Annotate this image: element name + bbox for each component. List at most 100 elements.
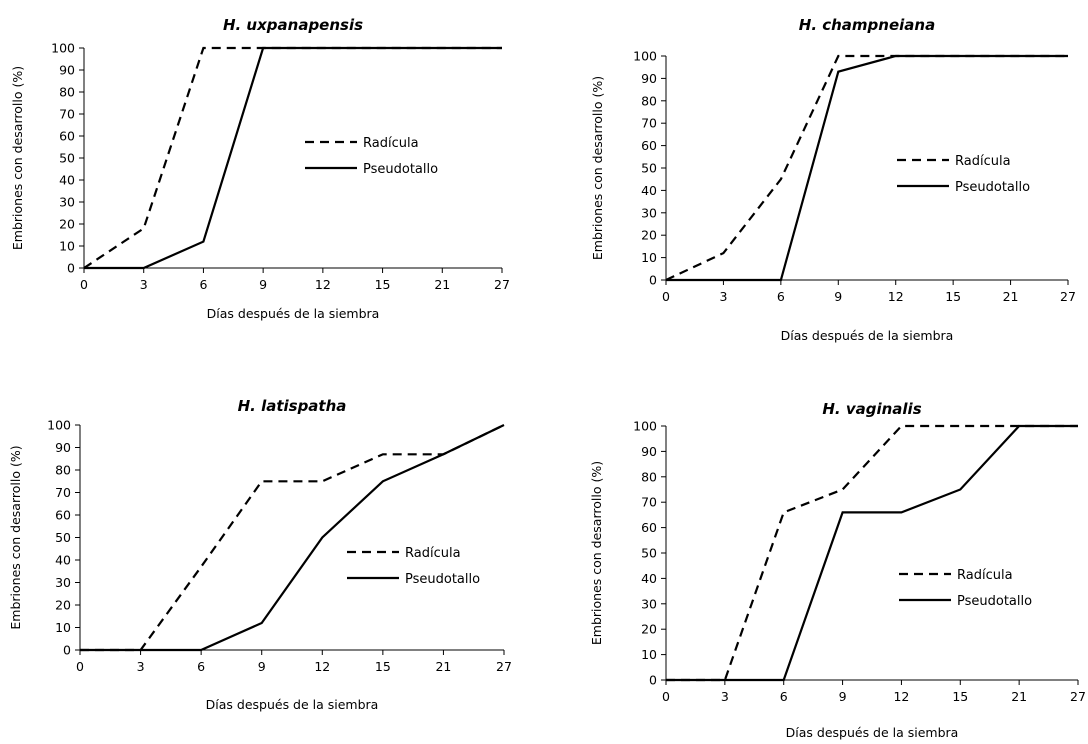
series-line-radicula	[83, 46, 502, 269]
y-tick-label: 20	[641, 228, 657, 243]
x-axis-label: Días después de la siembra	[206, 697, 379, 712]
legend-label: Radícula	[955, 154, 1011, 169]
y-tick-label: 60	[59, 129, 75, 144]
legend-label: Radícula	[957, 568, 1013, 583]
x-tick-label: 0	[662, 689, 670, 704]
y-tick-label: 0	[649, 273, 657, 288]
series-line-pseudotallo	[666, 54, 1068, 282]
y-tick-label: 60	[55, 508, 71, 523]
legend: Radícula Pseudotallo	[305, 136, 438, 177]
y-tick-label: 90	[59, 63, 75, 78]
y-tick-label: 80	[641, 469, 657, 484]
y-tick-label: 10	[641, 647, 657, 662]
y-tick-label: 90	[55, 440, 71, 455]
x-axis-label: Días después de la siembra	[786, 725, 959, 740]
series-line-pseudotallo	[666, 424, 1078, 682]
y-tick-label: 100	[633, 49, 657, 64]
x-tick-label: 15	[375, 277, 391, 292]
y-tick-label: 90	[641, 444, 657, 459]
x-tick-label: 21	[434, 277, 450, 292]
y-tick-label: 90	[641, 71, 657, 86]
series-line-radicula	[666, 424, 1078, 682]
legend-label: Radícula	[363, 136, 419, 151]
y-tick-label: 30	[55, 575, 71, 590]
y-tick-label: 80	[59, 85, 75, 100]
y-tick-label: 20	[55, 598, 71, 613]
y-tick-label: 50	[641, 546, 657, 561]
chart-title: H. vaginalis	[822, 400, 921, 418]
y-tick-label: 60	[641, 138, 657, 153]
x-tick-label: 9	[259, 277, 267, 292]
x-tick-label: 27	[496, 659, 512, 674]
y-tick-label: 40	[641, 571, 657, 586]
y-tick-label: 30	[59, 195, 75, 210]
y-tick-label: 70	[641, 116, 657, 131]
y-tick-label: 0	[649, 673, 657, 688]
series-line-pseudotallo	[80, 424, 505, 652]
chart-panel-1: H. uxpanapensis 0 10 20 30 40 50 60 70 80 90 100 0 3 6…	[10, 16, 510, 321]
x-tick-label: 15	[945, 289, 961, 304]
y-tick-label: 70	[55, 485, 71, 500]
x-tick-label: 12	[314, 659, 330, 674]
legend: Radícula Pseudotallo	[899, 568, 1032, 609]
x-tick-label: 12	[315, 277, 331, 292]
y-tick-label: 70	[641, 495, 657, 510]
y-tick-label: 40	[641, 183, 657, 198]
x-tick-label: 9	[258, 659, 266, 674]
y-tick-label: 100	[47, 418, 71, 433]
x-axis-label: Días después de la siembra	[207, 306, 380, 321]
y-tick-label: 100	[633, 419, 657, 434]
x-tick-label: 3	[140, 277, 148, 292]
x-tick-label: 27	[1070, 689, 1086, 704]
y-tick-label: 30	[641, 596, 657, 611]
y-axis-label: Embriones con desarrollo (%)	[10, 66, 25, 250]
y-tick-label: 80	[641, 93, 657, 108]
chart-title: H. champneiana	[799, 16, 935, 34]
series-line-radicula	[80, 424, 505, 652]
x-tick-label: 3	[719, 289, 727, 304]
x-tick-label: 3	[137, 659, 145, 674]
y-tick-label: 30	[641, 205, 657, 220]
x-tick-label: 0	[76, 659, 84, 674]
y-tick-label: 40	[55, 553, 71, 568]
chart-panel-3: H. latispatha 0 10 20 30 40 50 60 70 80 90 100 0 3 6 9 1…	[8, 397, 512, 712]
x-tick-label: 9	[834, 289, 842, 304]
y-tick-label: 40	[59, 173, 75, 188]
x-tick-label: 6	[197, 659, 205, 674]
x-tick-label: 6	[199, 277, 207, 292]
x-tick-label: 0	[662, 289, 670, 304]
series-line-pseudotallo	[84, 46, 502, 270]
x-tick-label: 0	[80, 277, 88, 292]
x-tick-label: 21	[435, 659, 451, 674]
y-tick-label: 0	[63, 643, 71, 658]
y-tick-label: 60	[641, 520, 657, 535]
y-tick-label: 50	[59, 151, 75, 166]
chart-panel-4: H. vaginalis 0 10 20 30 40 50 60 70 80 90 100 0 3 6 9 12…	[589, 400, 1086, 740]
x-tick-label: 15	[375, 659, 391, 674]
legend-label: Pseudotallo	[957, 594, 1032, 609]
x-axis-label: Días después de la siembra	[781, 328, 954, 343]
legend: Radícula Pseudotallo	[347, 546, 480, 587]
x-tick-label: 27	[494, 277, 510, 292]
x-tick-label: 15	[952, 689, 968, 704]
x-tick-label: 21	[1011, 689, 1027, 704]
y-tick-label: 50	[55, 530, 71, 545]
x-tick-label: 27	[1060, 289, 1076, 304]
legend-label: Pseudotallo	[363, 162, 438, 177]
x-tick-label: 3	[721, 689, 729, 704]
legend: Radícula Pseudotallo	[897, 154, 1030, 195]
y-tick-label: 80	[55, 463, 71, 478]
y-tick-label: 70	[59, 107, 75, 122]
legend-label: Radícula	[405, 546, 461, 561]
y-tick-label: 20	[641, 622, 657, 637]
x-tick-label: 6	[780, 689, 788, 704]
x-tick-label: 9	[839, 689, 847, 704]
x-tick-label: 6	[777, 289, 785, 304]
legend-label: Pseudotallo	[405, 572, 480, 587]
y-tick-label: 50	[641, 161, 657, 176]
y-axis-label: Embriones con desarrollo (%)	[590, 76, 605, 260]
y-axis-label: Embriones con desarrollo (%)	[589, 461, 604, 645]
x-tick-label: 12	[893, 689, 909, 704]
legend-label: Pseudotallo	[955, 180, 1030, 195]
